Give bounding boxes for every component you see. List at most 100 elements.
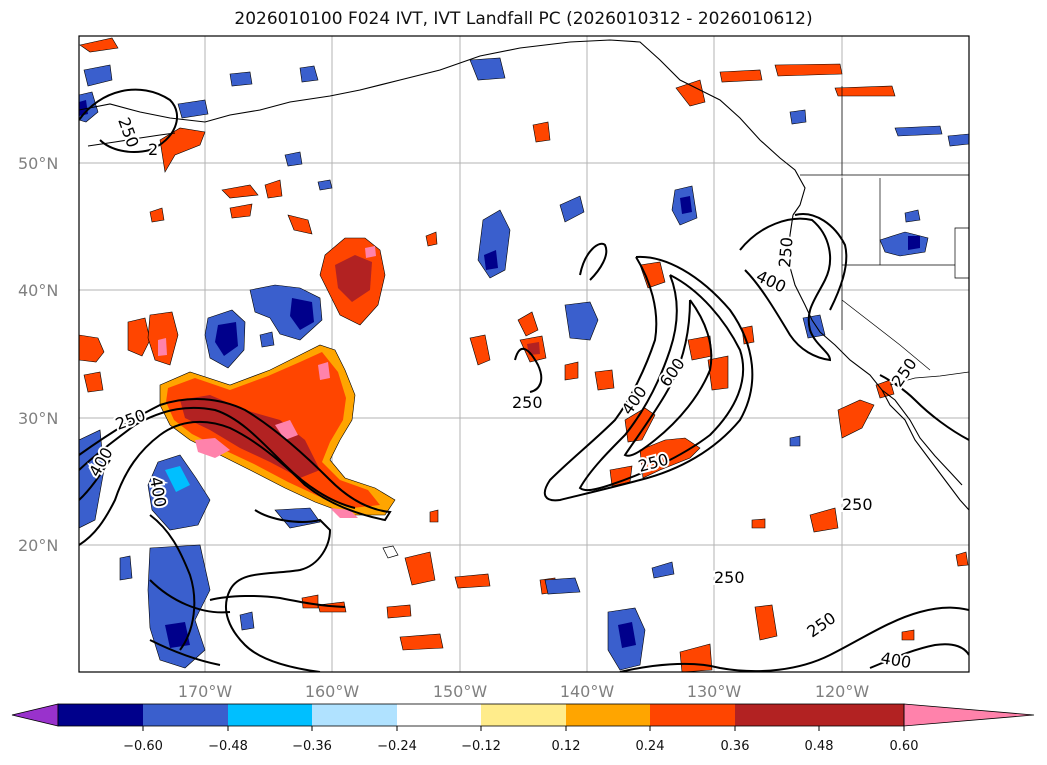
latitude-labels: 50°N 40°N 30°N 20°N: [18, 154, 58, 555]
contour-250-east-coast: [879, 374, 969, 441]
contour-250-arc: [543, 242, 754, 502]
cool-blob-118w-44n-core: [908, 236, 920, 250]
warm-blob-west-edge-10: [287, 214, 313, 235]
contour-label-400-southeast: 400: [879, 648, 912, 672]
colorbar-tick-label: −0.24: [377, 739, 417, 754]
cool-blob-nw-8: [317, 179, 333, 191]
cool-blob-nw-5: [299, 65, 319, 83]
warm-blob-west-edge-3: [147, 311, 179, 366]
contour-400-northeast: [739, 217, 832, 362]
cool-blob-149w-42n-core: [484, 250, 498, 270]
colorbar-segment: [58, 704, 143, 726]
warm-blob-west-edge-5: [79, 37, 119, 53]
colorbar-tick-label: −0.12: [461, 739, 501, 754]
aleutian-chain: [87, 132, 176, 147]
coastlines: [79, 39, 969, 559]
cool-blob-137w-47n-core: [680, 196, 692, 214]
cool-blob-174w-18n: [119, 555, 133, 581]
contour-250-hawaii: [209, 594, 346, 608]
warm-blob-west-edge-1: [79, 334, 105, 363]
warm-blob-west-edge-2: [127, 317, 151, 357]
lat-label-40n: 40°N: [18, 281, 58, 300]
warm-blob-160w-40n-dark: [335, 255, 372, 302]
cool-blob-167w-38n: [259, 331, 275, 348]
contour-400-south-east: [869, 643, 969, 669]
cool-blob-118w-47n: [904, 209, 921, 223]
warm-arc-north-1: [639, 261, 666, 289]
warm-blob-se-1: [809, 507, 839, 533]
warm-blob-ne-2: [774, 63, 843, 77]
warm-blob-central-2-dark: [527, 342, 540, 355]
warm-blob-se-5: [901, 629, 915, 641]
lat-label-20n: 20°N: [18, 536, 58, 555]
contour-400-hawaii: [149, 579, 231, 666]
colorbar-tick-marks: [142, 726, 905, 731]
colorbar-right-extend: [903, 703, 1035, 727]
warm-blob-se-3: [754, 604, 778, 641]
warm-blob-se-6: [955, 551, 969, 567]
lon-label-160w: 160°W: [305, 682, 360, 701]
warm-blob-central-1: [517, 311, 539, 337]
cool-blob-143w-37n: [564, 301, 599, 341]
warm-plume-west-max-2: [275, 420, 298, 440]
contour-label-250-east-2: 250: [842, 495, 873, 514]
colorbar-tick-label: 0.36: [721, 739, 750, 754]
ivt-contours: [79, 88, 969, 672]
colorbar-segment: [397, 704, 481, 726]
state-border-4: [841, 299, 931, 371]
warm-plume-west-max-4: [330, 508, 358, 518]
lat-label-30n: 30°N: [18, 409, 58, 428]
colorbar-tick-label: 0.48: [805, 739, 834, 754]
contour-400-west-trough: [79, 406, 356, 509]
warm-blob-central-5: [594, 369, 615, 391]
warm-blob-west-edge-3-max: [158, 338, 167, 356]
contour-400-arc: [578, 274, 745, 492]
warm-blob-central-6: [532, 121, 551, 143]
warm-blob-west-edge-9: [264, 179, 283, 199]
colorbar: −0.60 −0.48 −0.36 −0.24 −0.12 0.12 0.24 …: [11, 703, 1035, 754]
warm-blob-central-7: [425, 231, 438, 247]
baja-peninsula: [881, 389, 963, 486]
warm-blob-ne-1: [719, 69, 763, 83]
cool-blob-167w-28n: [147, 454, 211, 531]
state-border-5: [954, 227, 969, 279]
warm-plume-west-max-3: [318, 362, 330, 380]
warm-blob-ne-3: [834, 85, 896, 97]
plot-frame: [78, 35, 970, 673]
warm-plume-west-max-1: [195, 438, 230, 458]
cool-blob-163w-42n-core: [290, 298, 314, 330]
lon-label-150w: 150°W: [433, 682, 488, 701]
contour-label-250-south: 250: [714, 568, 745, 587]
warm-blob-west-edge-4: [83, 371, 104, 393]
cool-blob-124w-53n: [789, 109, 807, 125]
warm-blob-west-edge-6: [159, 127, 206, 173]
warm-blob-south-8: [429, 509, 439, 523]
plot-area: 250 2 250 400 400 250 400 600 250 400 25…: [79, 36, 969, 672]
contour-250-nw: [79, 88, 179, 153]
us-west-coast: [787, 214, 969, 511]
lon-label-140w: 140°W: [560, 682, 615, 701]
warm-arc-north-3: [707, 355, 729, 391]
colorbar-segment: [566, 704, 650, 726]
longitude-labels: 170°W 160°W 150°W 140°W 130°W 120°W: [178, 682, 870, 701]
cool-blob-133w-18n: [651, 561, 675, 579]
colorbar-segment: [650, 704, 735, 726]
cool-blob-136w-13n-core: [618, 622, 636, 648]
cool-blob-126w-29n: [789, 435, 801, 447]
cool-blob-164w-22n: [274, 507, 321, 529]
colorbar-tick-label: −0.36: [292, 739, 332, 754]
contour-250-central-trough: [514, 347, 543, 393]
cool-blob-nw-2: [83, 64, 113, 87]
cool-blob-nw-6: [469, 57, 506, 81]
warm-blob-west-edge-8: [229, 203, 253, 219]
contour-label-250-central: 250: [512, 393, 543, 412]
colorbar-segment: [735, 704, 819, 726]
lon-label-120w: 120°W: [815, 682, 870, 701]
colorbar-tick-label: −0.60: [123, 739, 163, 754]
colorbar-segment: [819, 704, 904, 726]
alaska-coast: [79, 39, 806, 216]
us-mexico-border: [889, 371, 969, 386]
colorbar-segment: [228, 704, 312, 726]
colorbar-segment: [143, 704, 228, 726]
